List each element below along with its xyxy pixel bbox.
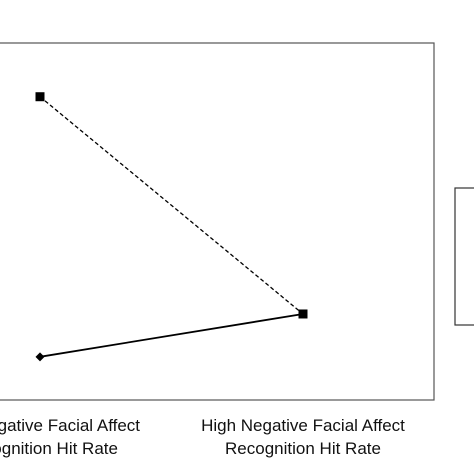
legend-box: [454, 187, 474, 326]
x-tick-label-1-line-1: Low Negative Facial Affect: [0, 416, 140, 435]
series-1-line: [39, 96, 304, 315]
chart-marks: [35, 92, 308, 362]
x-tick-label-2-line-2: Recognition Hit Rate: [225, 439, 381, 458]
series-2-point-2: [298, 309, 308, 319]
series-2-line: [39, 313, 304, 358]
x-tick-label-1-line-2: Recognition Hit Rate: [0, 439, 118, 458]
series-2-point-1: [35, 352, 45, 362]
x-tick-label-2-line-1: High Negative Facial Affect: [201, 416, 405, 435]
x-tick-labels: Low Negative Facial Affect Recognition Hi…: [0, 416, 405, 458]
plot-area-frame: [0, 42, 435, 401]
series-1-point-1: [35, 92, 45, 102]
